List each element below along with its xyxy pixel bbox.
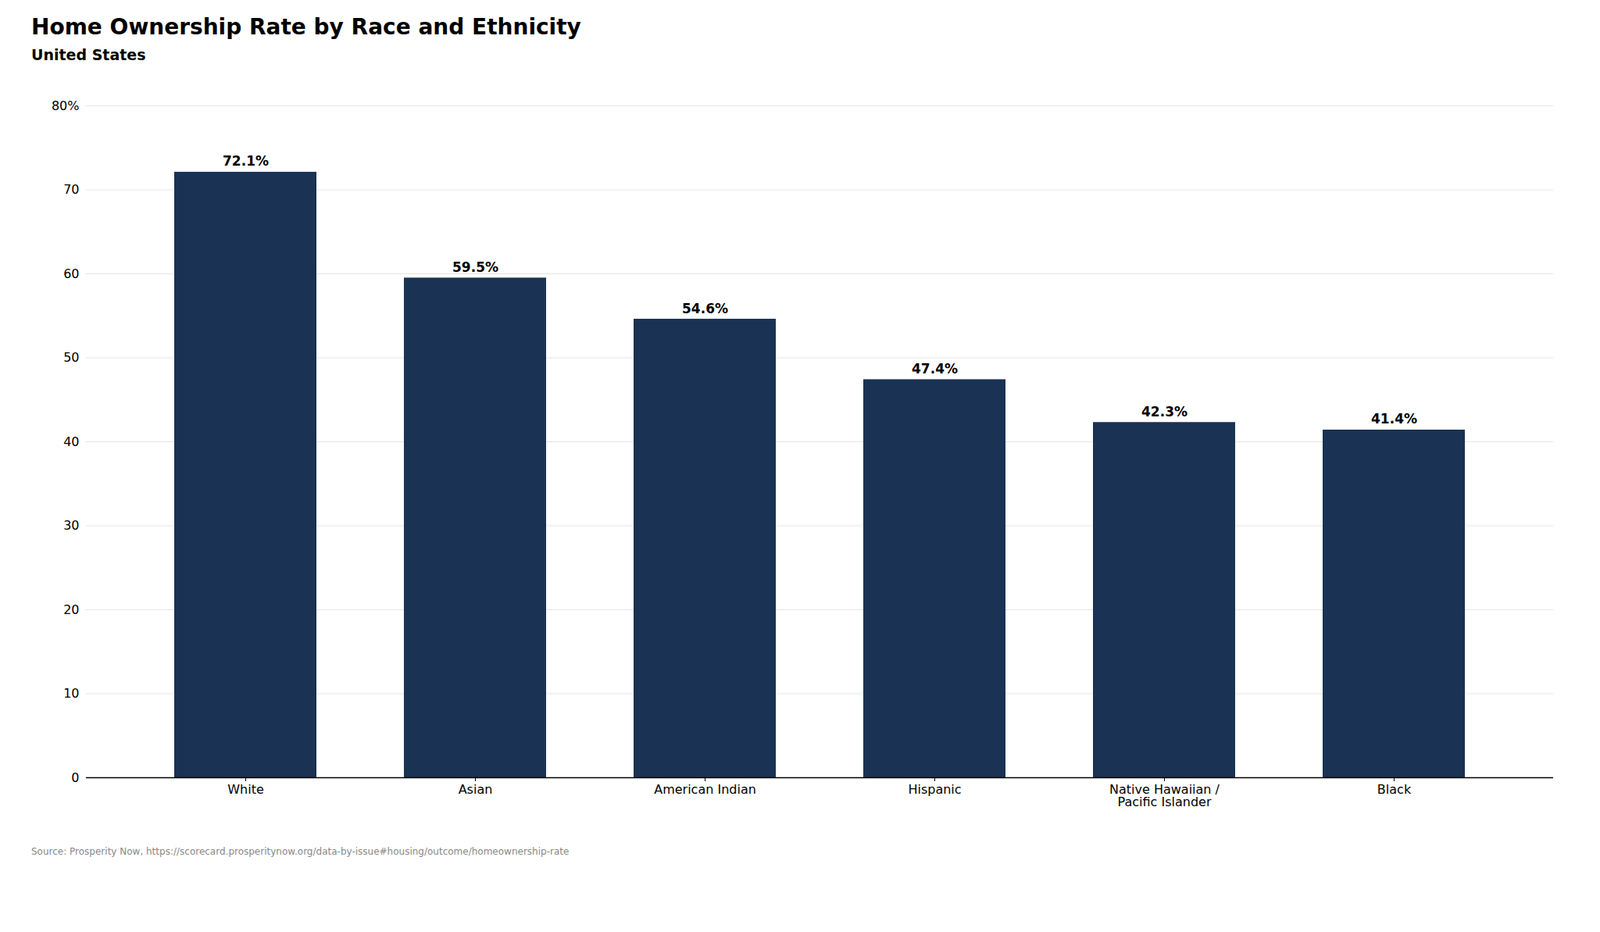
svg-text:50: 50 bbox=[63, 350, 79, 365]
svg-text:Asian: Asian bbox=[458, 782, 493, 797]
svg-text:72.1%: 72.1% bbox=[222, 153, 269, 169]
svg-text:20: 20 bbox=[63, 602, 79, 618]
svg-text:40: 40 bbox=[63, 434, 79, 450]
svg-text:Black: Black bbox=[1377, 782, 1412, 797]
svg-text:Hispanic: Hispanic bbox=[907, 782, 961, 797]
svg-text:10: 10 bbox=[63, 685, 79, 701]
svg-text:54.6%: 54.6% bbox=[682, 300, 729, 317]
svg-text:30: 30 bbox=[63, 517, 79, 533]
svg-text:80%: 80% bbox=[51, 98, 80, 114]
svg-text:70: 70 bbox=[63, 182, 79, 197]
svg-text:42.3%: 42.3% bbox=[1141, 403, 1188, 420]
svg-text:47.4%: 47.4% bbox=[911, 360, 958, 377]
svg-text:41.4%: 41.4% bbox=[1371, 410, 1418, 427]
html-text:Home Ownership Rate by Race an: Home Ownership Rate by Race and Ethnicit… bbox=[31, 14, 582, 40]
svg-text:59.5%: 59.5% bbox=[452, 259, 499, 275]
html-text:United States: United States bbox=[31, 46, 146, 64]
svg-text:White: White bbox=[227, 782, 265, 797]
html-text:Source: Prosperity Now, https:: Source: Prosperity Now, https://scorecar… bbox=[31, 846, 569, 858]
svg-text:Native Hawaiian /Pacific Islan: Native Hawaiian /Pacific Islander bbox=[1109, 782, 1221, 810]
svg-text:0: 0 bbox=[71, 770, 79, 786]
svg-text:American Indian: American Indian bbox=[653, 782, 757, 797]
svg-text:60: 60 bbox=[63, 266, 79, 282]
